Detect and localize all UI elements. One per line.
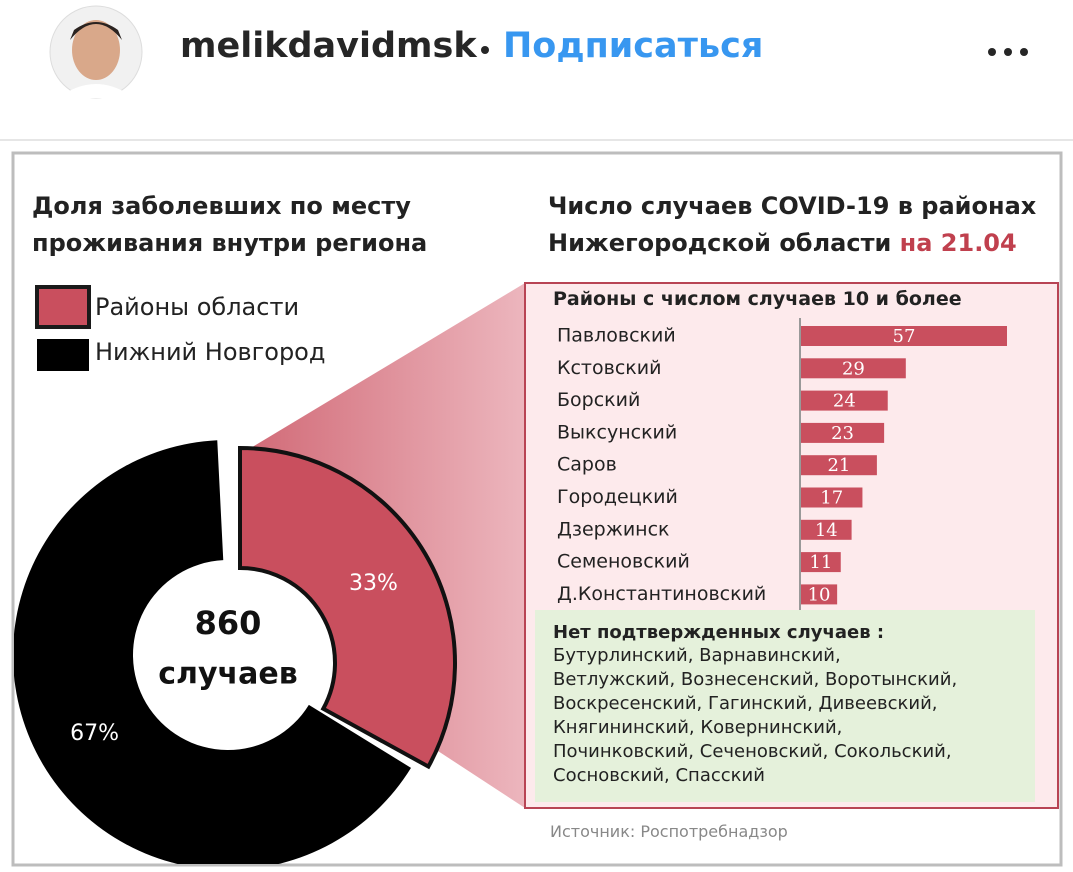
category-label: Павловский [557,325,676,347]
no-cases-line: Воскресенский, Гагинский, Дивеевский, [553,693,938,714]
more-dot[interactable] [1004,48,1012,56]
bar-value-label: 24 [833,391,856,412]
no-cases-line: Починковский, Сеченовский, Сокольский, [553,741,952,762]
avatar-shirt [58,84,134,98]
donut-total: 860 [195,604,262,642]
bar-title-line: Нижегородской области на 21.04 [548,229,1017,257]
more-dot[interactable] [1020,48,1028,56]
donut-value-label: 33% [349,571,398,596]
username[interactable]: melikdavidmsk [180,26,477,66]
bar [801,552,841,573]
bar-date: на 21.04 [899,229,1017,257]
bar [801,487,863,508]
legend-label: Нижний Новгород [95,338,326,366]
donut-segment [238,445,457,770]
bar [801,422,885,443]
bar-subtitle: Районы с числом случаев 10 и более [553,288,962,310]
source: Источник: Роспотребнадзор [550,822,788,841]
avatar-face [72,20,120,80]
donut-value-label: 67% [70,721,119,746]
bar-value-label: 10 [808,584,831,605]
no-cases-box [535,610,1035,802]
donut-segment [14,440,411,864]
legend-label: Районы области [95,293,300,321]
bar [801,358,906,379]
no-cases-line: Сосновский, Спасский [553,765,765,786]
bar [801,455,877,476]
no-cases-line: Ветлужский, Вознесенский, Воротынский, [553,669,958,690]
donut-total-unit: случаев [158,657,297,692]
no-cases-line: Княгининский, Ковернинский, [553,717,843,738]
bar-value-label: 57 [893,326,916,347]
category-label: Городецкий [557,486,678,508]
category-label: Дзержинск [557,518,670,540]
bar-value-label: 11 [809,552,832,573]
category-label: Семеновский [557,551,690,573]
separator-dot [481,46,489,54]
bar-title: Число случаев COVID-19 в районах [548,192,1037,220]
bar [801,326,1007,346]
bar-value-label: 23 [831,423,854,444]
bar-value-label: 14 [815,520,838,541]
subscribe-button[interactable]: Подписаться [503,26,764,66]
donut-title: Доля заболевших по месту [32,192,411,220]
category-label: Саров [557,454,617,476]
donut-title: проживания внутри региона [32,229,428,257]
bar-value-label: 21 [827,455,850,476]
category-label: Кстовский [557,357,661,379]
legend-swatch [35,285,91,329]
category-label: Борский [557,389,640,411]
avatar-hair [70,22,122,40]
bar-value-label: 29 [842,358,865,379]
legend-swatch [37,339,89,371]
bar-value-label: 17 [820,488,843,509]
bar [801,519,852,540]
more-dot[interactable] [988,48,996,56]
bar [801,390,888,411]
no-cases-title: Нет подтвержденных случаев : [553,622,885,643]
category-label: Выксунский [557,421,677,443]
category-label: Д.Константиновский [557,583,766,605]
bar-title: Нижегородской области [548,229,892,257]
no-cases-line: Бутурлинский, Варнавинский, [553,645,841,666]
bar [801,584,838,605]
chart-layer: 33% 67% Павловский 57 Кстовский 29 Борский 24 Вы… [14,282,1059,864]
